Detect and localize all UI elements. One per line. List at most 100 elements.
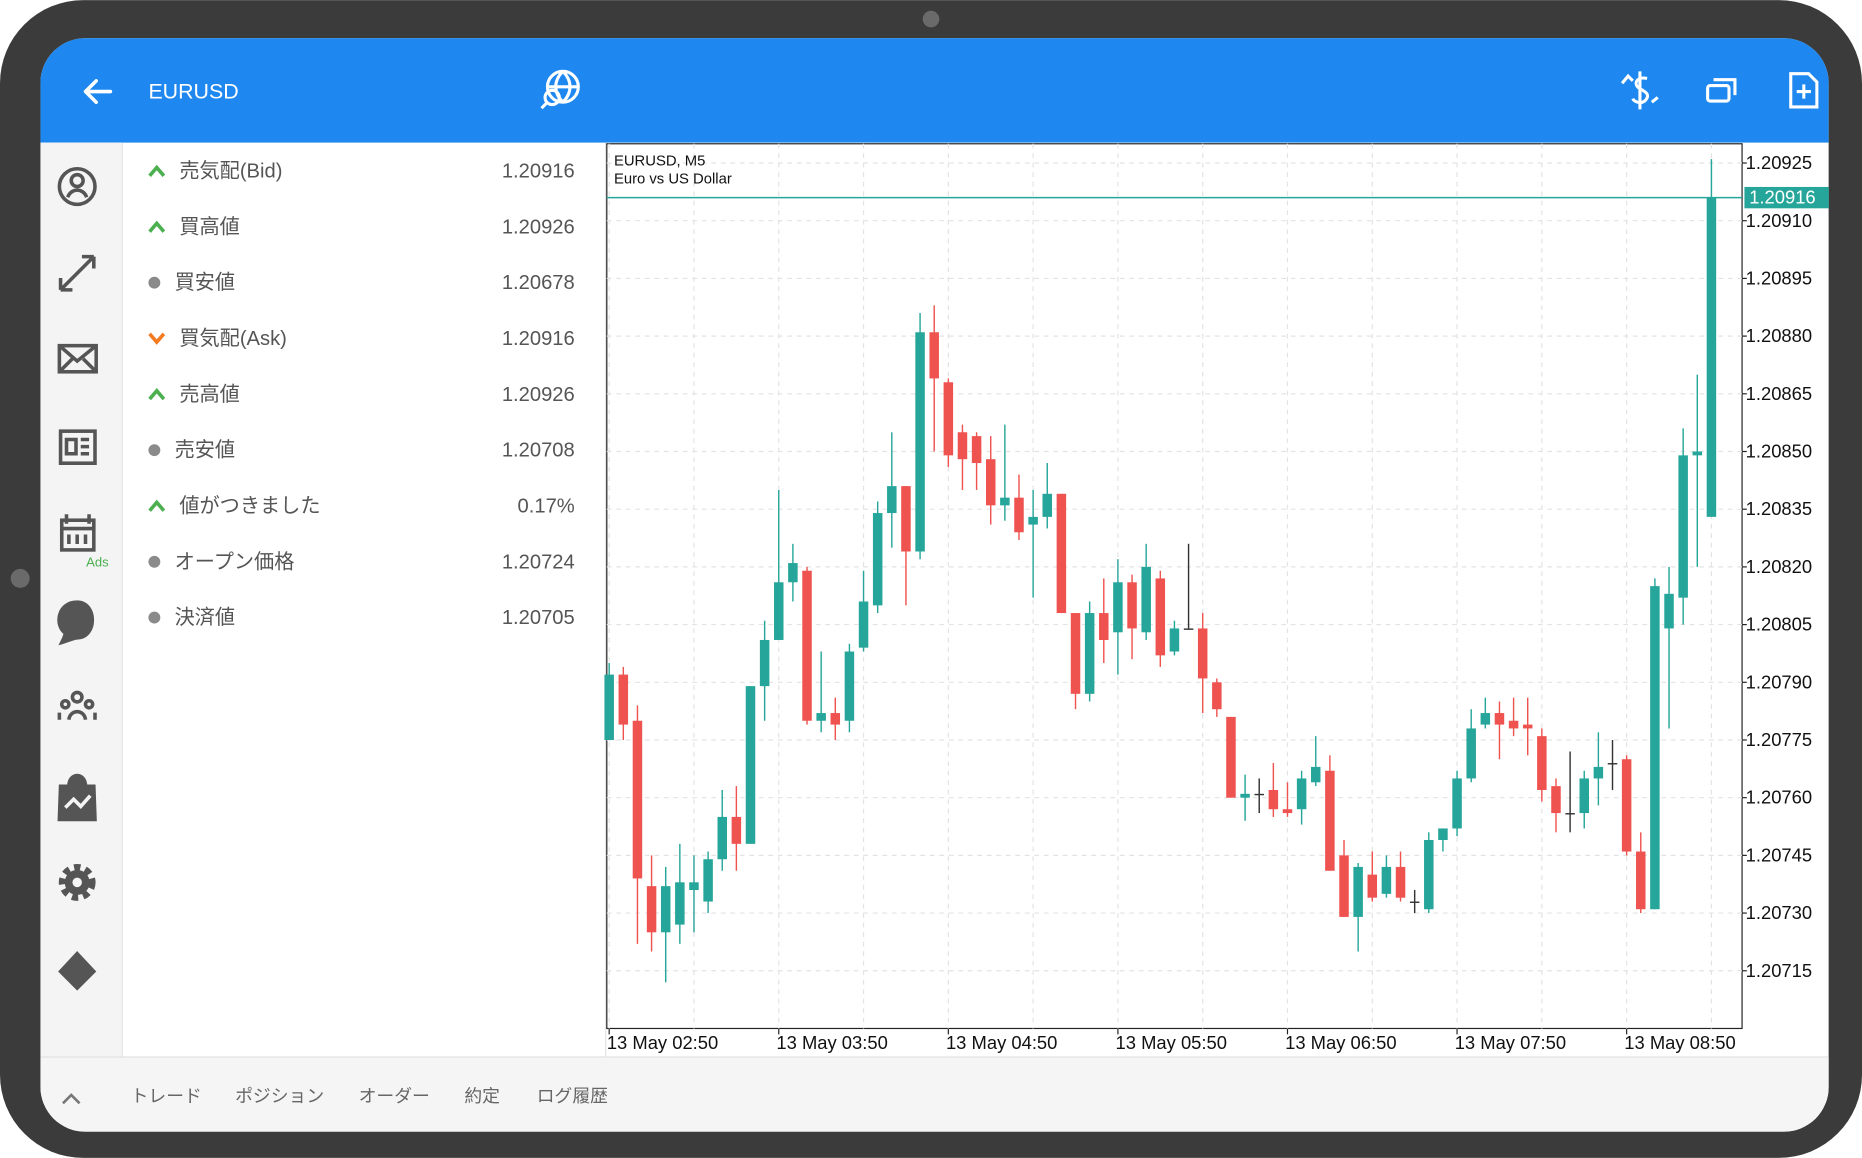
quotes-icon[interactable] [57, 166, 97, 207]
candle-body [1325, 770, 1335, 871]
tab[interactable]: ポジション [235, 1086, 324, 1106]
candle-body [971, 436, 982, 464]
x-tick-label: 13 May 07:50 [1455, 1032, 1566, 1053]
x-tick-label: 13 May 03:50 [776, 1032, 887, 1053]
quote-row[interactable]: 買気配(Ask) 1.20916 [148, 327, 575, 350]
community-icon[interactable] [57, 690, 97, 721]
y-tick-label: 1.20775 [1746, 729, 1812, 750]
quote-value: 1.20705 [502, 607, 575, 629]
candle-body [1240, 793, 1250, 798]
about-icon[interactable] [58, 951, 97, 991]
quote-row[interactable]: 買安値 1.20678 [148, 271, 575, 294]
candle-body [1706, 197, 1717, 517]
candle-body [1226, 716, 1236, 798]
candle-body [901, 486, 911, 552]
candle-body [1607, 763, 1618, 765]
trend-up-icon [148, 220, 166, 233]
candle-body [1339, 855, 1349, 917]
chart-title: EURUSD, M5 [614, 154, 705, 170]
side-sensor [10, 568, 30, 588]
quote-row[interactable]: 値がつきました 0.17% [148, 494, 575, 517]
x-tick-label: 13 May 04:50 [946, 1032, 1057, 1053]
new-order-button[interactable] [1789, 72, 1819, 109]
candle-body [1508, 720, 1519, 729]
y-tick-label: 1.20925 [1746, 152, 1812, 173]
expand-button[interactable] [62, 1093, 81, 1105]
settings-icon[interactable] [58, 864, 96, 901]
quote-row[interactable]: 決済値 1.20705 [148, 606, 575, 629]
camera [922, 10, 940, 28]
back-button[interactable] [83, 79, 113, 104]
candle-body [1593, 766, 1604, 779]
mail-icon[interactable] [57, 343, 98, 374]
y-tick-label: 1.20820 [1746, 556, 1812, 577]
trend-none-icon [148, 611, 161, 624]
current-price-tag [1744, 186, 1829, 209]
candle-body [1367, 874, 1378, 898]
candle-body [929, 332, 939, 379]
quote-row[interactable]: 売気配(Bid) 1.20916 [148, 160, 575, 183]
quote-value: 1.20926 [502, 216, 575, 238]
tab[interactable]: トレード [131, 1086, 202, 1106]
candle-body [872, 513, 883, 606]
quote-value: 1.20724 [502, 551, 575, 573]
current-price-label: 1.20916 [1749, 187, 1815, 208]
candle-body [1664, 593, 1674, 629]
candle-body [1141, 566, 1151, 633]
chart-subtitle: Euro vs US Dollar [614, 171, 732, 187]
plot-frame [606, 143, 1743, 1030]
chat-icon[interactable] [57, 600, 94, 646]
quote-row[interactable]: 買高値 1.20926 [148, 215, 575, 238]
candle-body [1409, 901, 1420, 903]
candle-body [1268, 789, 1279, 810]
candle-body [1650, 586, 1660, 910]
candle-body [957, 432, 968, 460]
trade-button[interactable] [1620, 71, 1659, 110]
candle-body [1565, 813, 1575, 815]
quote-value: 1.20708 [502, 440, 575, 462]
candle-body [660, 886, 671, 933]
candle-body [830, 713, 841, 725]
tab[interactable]: オーダー [359, 1086, 430, 1106]
candle-body [1296, 778, 1307, 810]
candle-body [887, 486, 897, 514]
news-icon[interactable] [58, 429, 97, 465]
quote-value: 1.20926 [502, 384, 575, 406]
candle-body [1692, 451, 1703, 456]
y-tick-label: 1.20790 [1746, 671, 1812, 692]
candle-body [1183, 628, 1194, 630]
quote-label: 買気配(Ask) [179, 327, 287, 350]
tab[interactable]: ログ履歴 [537, 1086, 608, 1106]
candle-body [703, 859, 713, 902]
quote-row[interactable]: 売高値 1.20926 [148, 383, 575, 406]
market-icon[interactable] [57, 773, 97, 822]
search-globe-button[interactable] [540, 69, 580, 110]
y-tick-label: 1.20805 [1746, 614, 1812, 635]
candle-body [759, 639, 770, 687]
y-tick-label: 1.20895 [1746, 267, 1812, 288]
top-bar [40, 38, 1829, 143]
y-tick-label: 1.20715 [1746, 960, 1812, 981]
candle-body [675, 882, 685, 925]
candle-body [816, 713, 826, 721]
quote-row[interactable]: オープン価格 1.20724 [148, 550, 575, 573]
y-tick-label: 1.20865 [1746, 383, 1812, 404]
candle-body [1438, 828, 1448, 840]
quote-label: 決済値 [175, 606, 236, 629]
ads-badge: Ads [86, 554, 109, 569]
candle-body [689, 882, 699, 890]
candle-body [1169, 628, 1180, 652]
windows-button[interactable] [1706, 78, 1737, 103]
candle-body [717, 816, 727, 860]
trend-up-icon [148, 388, 166, 401]
candle-body [844, 651, 855, 721]
candle-body [1551, 786, 1561, 814]
quote-row[interactable]: 売安値 1.20708 [148, 439, 575, 462]
calendar-icon[interactable] [59, 514, 96, 552]
tab[interactable]: 約定 [464, 1086, 500, 1106]
x-tick-label: 13 May 02:50 [607, 1032, 718, 1053]
y-tick-label: 1.20730 [1746, 902, 1812, 923]
x-tick-label: 13 May 08:50 [1624, 1032, 1735, 1053]
chart-icon[interactable] [58, 254, 96, 292]
